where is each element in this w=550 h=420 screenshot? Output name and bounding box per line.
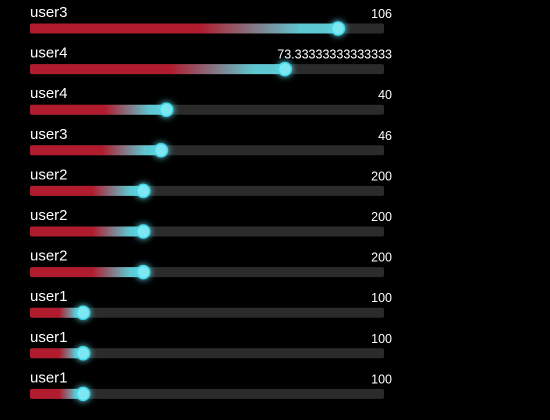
- bar-handle-dot: [277, 61, 293, 77]
- category-label: user2: [30, 207, 68, 224]
- bar-row: user3 46: [30, 126, 392, 158]
- bar-fill: [30, 388, 84, 399]
- bar-handle-dot: [159, 102, 174, 117]
- bar-fill: [30, 104, 167, 115]
- bar-fill: [30, 64, 285, 75]
- bar-fill: [30, 267, 144, 278]
- bar-track: [30, 307, 384, 318]
- bar-fill: [30, 307, 84, 318]
- category-label: user3: [30, 4, 68, 21]
- bar-row: user4 73.33333333333333: [30, 45, 392, 77]
- value-label: 200: [371, 210, 392, 224]
- bar-handle-dot: [75, 346, 91, 361]
- bar-fill: [30, 348, 84, 359]
- value-label: 200: [371, 251, 392, 265]
- bar-row: user1 100: [30, 369, 392, 402]
- bar-fill: [30, 185, 144, 196]
- value-label: 73.33333333333333: [277, 48, 392, 62]
- value-label: 106: [371, 7, 392, 21]
- bar-handle-dot: [330, 21, 346, 36]
- bar-row: user1 100: [30, 329, 392, 361]
- bar-row: user1 100: [30, 288, 392, 320]
- value-label: 100: [371, 291, 392, 305]
- bar-handle-dot: [153, 143, 169, 158]
- bar-handle-dot: [136, 264, 151, 280]
- value-label: 100: [371, 332, 392, 346]
- bar-fill: [30, 145, 161, 156]
- value-label: 200: [371, 169, 392, 183]
- bar-handle-dot: [75, 386, 91, 402]
- bar-row: user2 200: [30, 207, 392, 239]
- bar-row: user2 200: [30, 248, 392, 280]
- category-label: user3: [30, 126, 68, 143]
- category-label: user2: [30, 248, 68, 265]
- bar-track: [30, 348, 384, 359]
- value-label: 40: [378, 88, 392, 102]
- category-label: user1: [30, 369, 68, 386]
- bar-handle-dot: [136, 183, 151, 199]
- category-label: user1: [30, 329, 68, 346]
- value-label: 100: [371, 372, 392, 386]
- category-label: user2: [30, 166, 68, 183]
- bar-row: user4 40: [30, 85, 392, 117]
- bar-row: user2 200: [30, 166, 392, 199]
- category-label: user4: [30, 85, 68, 102]
- category-label: user1: [30, 288, 68, 305]
- value-label: 46: [378, 129, 392, 143]
- bar-row: user3 106: [30, 4, 392, 36]
- bar-handle-dot: [136, 224, 151, 239]
- bar-track: [30, 388, 384, 399]
- bar-fill: [30, 226, 144, 237]
- category-label: user4: [30, 45, 68, 62]
- bar-fill: [30, 23, 338, 34]
- bar-handle-dot: [75, 305, 91, 320]
